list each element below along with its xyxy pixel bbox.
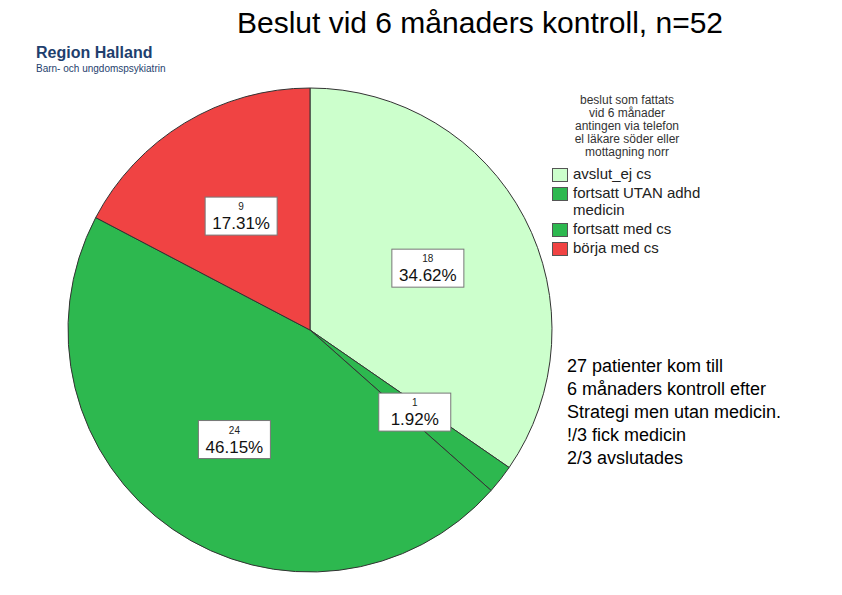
svg-text:18: 18 (422, 253, 434, 264)
svg-text:1.92%: 1.92% (391, 410, 439, 429)
html-text:vid 6 månader: vid 6 månader (589, 106, 665, 120)
html-text:beslut som fattats: beslut som fattats (580, 93, 674, 107)
html-text:börja med cs: börja med cs (573, 239, 659, 256)
html-text:mottagning norr: mottagning norr (585, 145, 669, 159)
svg-text:17.31%: 17.31% (212, 214, 270, 233)
html-text:antingen via telefon: antingen via telefon (575, 119, 679, 133)
svg-text:24: 24 (229, 425, 241, 436)
html-text:2/3 avslutades: 2/3 avslutades (567, 448, 684, 468)
svg-text:46.15%: 46.15% (206, 438, 264, 457)
svg-text:9: 9 (238, 201, 244, 212)
html-text:27 patienter kom till: 27 patienter kom till (567, 356, 724, 376)
html-text:Strategi men utan medicin.: Strategi men utan medicin. (567, 402, 782, 422)
html-text:6 månaders kontroll efter: 6 månaders kontroll efter (567, 379, 767, 399)
html-text:fortsatt med cs: fortsatt med cs (573, 220, 672, 237)
html-text:Beslut vid 6 månaders kontroll: Beslut vid 6 månaders kontroll, n=52 (236, 6, 723, 39)
html-text:el läkare söder eller: el läkare söder eller (574, 132, 680, 146)
html-text:fortsatt UTAN adhd medicin: fortsatt UTAN adhd medicin (573, 184, 701, 218)
svg-text:1: 1 (412, 397, 418, 408)
html-text:Barn- och ungdomspsykiatrin: Barn- och ungdomspsykiatrin (36, 63, 166, 74)
html-text:!/3 fick medicin: !/3 fick medicin (567, 425, 686, 445)
html-text:avslut_ej cs: avslut_ej cs (573, 165, 652, 182)
html-text:Region Halland: Region Halland (36, 44, 153, 61)
svg-text:34.62%: 34.62% (399, 266, 457, 285)
